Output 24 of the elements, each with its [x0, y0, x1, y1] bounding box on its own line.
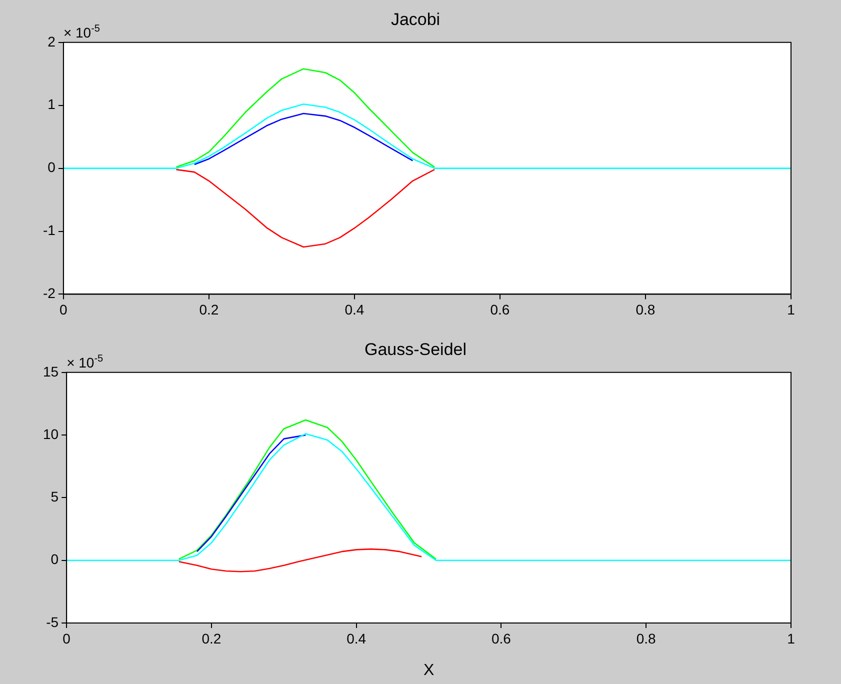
x-tick-label: 0.6: [491, 630, 512, 646]
chart-title: Gauss-Seidel: [364, 340, 467, 359]
y-tick-label: 15: [42, 363, 59, 380]
x-axis-title: X: [423, 662, 434, 679]
x-tick-label: 0.4: [344, 301, 364, 318]
x-tick-label: 0.4: [346, 630, 366, 646]
x-tick-label: 0: [62, 630, 71, 646]
x-tick-label: 1: [787, 301, 796, 318]
x-tick-label: 0.6: [490, 301, 510, 318]
y-tick-label: 2: [48, 33, 56, 50]
x-tick-label: 0.2: [202, 630, 222, 646]
y-tick-label: 5: [50, 488, 59, 505]
y-tick-label: -5: [46, 614, 59, 630]
y-tick-label: -2: [42, 285, 56, 302]
y-tick-label: 10: [42, 426, 59, 442]
chart-title: Jacobi: [390, 10, 440, 29]
y-tick-label: -1: [42, 222, 56, 238]
x-tick-label: 0.8: [636, 630, 656, 646]
y-tick-label: 1: [48, 96, 56, 112]
y-tick-label: 0: [50, 551, 59, 568]
y-tick-label: 0: [48, 159, 56, 176]
x-tick-label: 0.2: [199, 301, 219, 318]
x-tick-label: 1: [787, 630, 796, 646]
x-tick-label: 0.8: [636, 301, 656, 318]
